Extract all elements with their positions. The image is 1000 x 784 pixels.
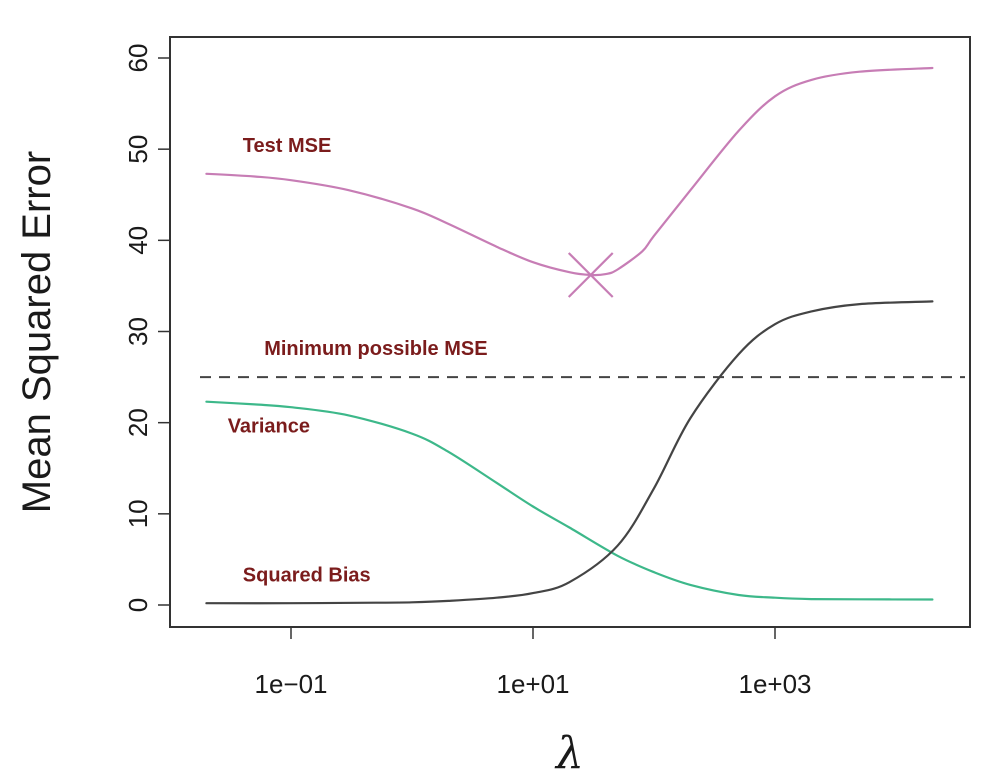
x-tick-label: 1e+03 xyxy=(738,669,811,699)
series-line-variance xyxy=(205,400,934,601)
y-tick-label: 60 xyxy=(123,44,153,73)
x-tick-label: 1e−01 xyxy=(254,669,327,699)
series-lines xyxy=(205,66,934,605)
y-axis: 0 10 20 30 40 50 60 xyxy=(123,44,171,612)
markers xyxy=(567,252,614,298)
annotations: Test MSE Minimum possible MSE Variance Squa… xyxy=(228,135,488,586)
y-tick-label: 10 xyxy=(123,499,153,528)
label-variance: Variance xyxy=(228,416,310,438)
series-line-squared-bias xyxy=(205,300,934,605)
x-axis-title: λ xyxy=(554,728,584,779)
y-tick-label: 30 xyxy=(123,317,153,346)
y-tick-label: 40 xyxy=(123,226,153,255)
y-tick-label: 20 xyxy=(123,408,153,437)
series-line-test-mse xyxy=(205,66,934,277)
y-tick-label: 0 xyxy=(123,598,153,612)
x-tick-label: 1e+01 xyxy=(496,669,569,699)
label-minimum-possible-mse: Minimum possible MSE xyxy=(264,338,487,360)
label-test-mse: Test MSE xyxy=(243,135,332,157)
plot-frame xyxy=(169,36,971,628)
minimum-test-mse-marker xyxy=(567,252,614,298)
x-axis: 1e−01 1e+01 1e+03 xyxy=(254,626,812,699)
y-tick-label: 50 xyxy=(123,135,153,164)
y-axis-title: Mean Squared Error xyxy=(15,151,59,513)
label-squared-bias: Squared Bias xyxy=(243,564,371,586)
